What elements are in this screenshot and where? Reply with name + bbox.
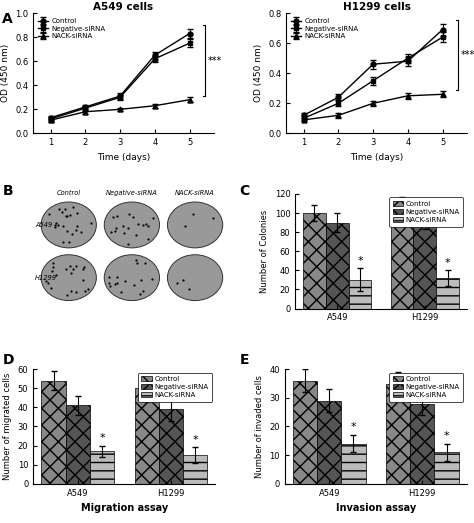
Bar <box>410 404 434 484</box>
Y-axis label: Number of migrated cells: Number of migrated cells <box>3 373 12 480</box>
Text: Negative-siRNA: Negative-siRNA <box>106 190 158 196</box>
Text: ***: *** <box>207 55 221 65</box>
Bar <box>391 207 413 309</box>
Text: *: * <box>445 257 450 268</box>
Y-axis label: Number of Colonies: Number of Colonies <box>260 210 269 293</box>
Bar <box>159 410 183 484</box>
Bar <box>135 388 159 484</box>
Text: Control: Control <box>57 190 81 196</box>
Text: NACK-siRNA: NACK-siRNA <box>175 190 215 196</box>
X-axis label: Time (days): Time (days) <box>97 153 150 162</box>
Legend: Control, Negative-siRNA, NACK-siRNA: Control, Negative-siRNA, NACK-siRNA <box>35 15 108 42</box>
Bar <box>41 381 66 484</box>
Text: *: * <box>444 431 449 441</box>
Text: *: * <box>351 422 356 432</box>
Ellipse shape <box>167 255 223 301</box>
Legend: Control, Negative-siRNA, NACK-siRNA: Control, Negative-siRNA, NACK-siRNA <box>137 373 212 402</box>
Text: *: * <box>357 256 363 266</box>
Bar <box>326 223 348 309</box>
Bar <box>66 405 90 484</box>
Text: E: E <box>239 353 249 367</box>
Y-axis label: OD (450 nm): OD (450 nm) <box>0 44 9 103</box>
Y-axis label: Number of invaded cells: Number of invaded cells <box>255 375 264 478</box>
Bar <box>413 218 436 309</box>
Bar <box>434 452 459 484</box>
Ellipse shape <box>104 255 160 301</box>
X-axis label: Time (days): Time (days) <box>350 153 403 162</box>
Text: C: C <box>239 184 250 198</box>
Text: *: * <box>99 433 105 442</box>
X-axis label: Migration assay: Migration assay <box>81 503 168 513</box>
Ellipse shape <box>167 202 223 248</box>
Bar <box>436 278 459 309</box>
Y-axis label: OD (450 nm): OD (450 nm) <box>254 44 263 103</box>
Legend: Control, Negative-siRNA, NACK-siRNA: Control, Negative-siRNA, NACK-siRNA <box>288 15 361 42</box>
Text: H1299: H1299 <box>35 275 57 281</box>
Bar <box>303 213 326 309</box>
Text: *: * <box>192 435 198 445</box>
Legend: Control, Negative-siRNA, NACK-siRNA: Control, Negative-siRNA, NACK-siRNA <box>389 198 464 226</box>
Text: B: B <box>2 184 13 198</box>
Ellipse shape <box>104 202 160 248</box>
Title: A549 cells: A549 cells <box>93 2 154 13</box>
Bar <box>293 381 317 484</box>
Ellipse shape <box>41 255 96 301</box>
Bar <box>317 401 341 484</box>
Bar <box>386 383 410 484</box>
Text: A: A <box>2 12 13 26</box>
Title: H1299 cells: H1299 cells <box>343 2 410 13</box>
Bar <box>348 280 372 309</box>
Legend: Control, Negative-siRNA, NACK-siRNA: Control, Negative-siRNA, NACK-siRNA <box>389 373 464 402</box>
Bar <box>341 444 365 484</box>
Text: D: D <box>2 353 14 367</box>
Text: ***: *** <box>460 50 474 60</box>
Text: A549: A549 <box>35 222 53 228</box>
X-axis label: Invasion assay: Invasion assay <box>336 503 416 513</box>
Ellipse shape <box>41 202 96 248</box>
Bar <box>90 451 114 484</box>
Bar <box>183 455 207 484</box>
